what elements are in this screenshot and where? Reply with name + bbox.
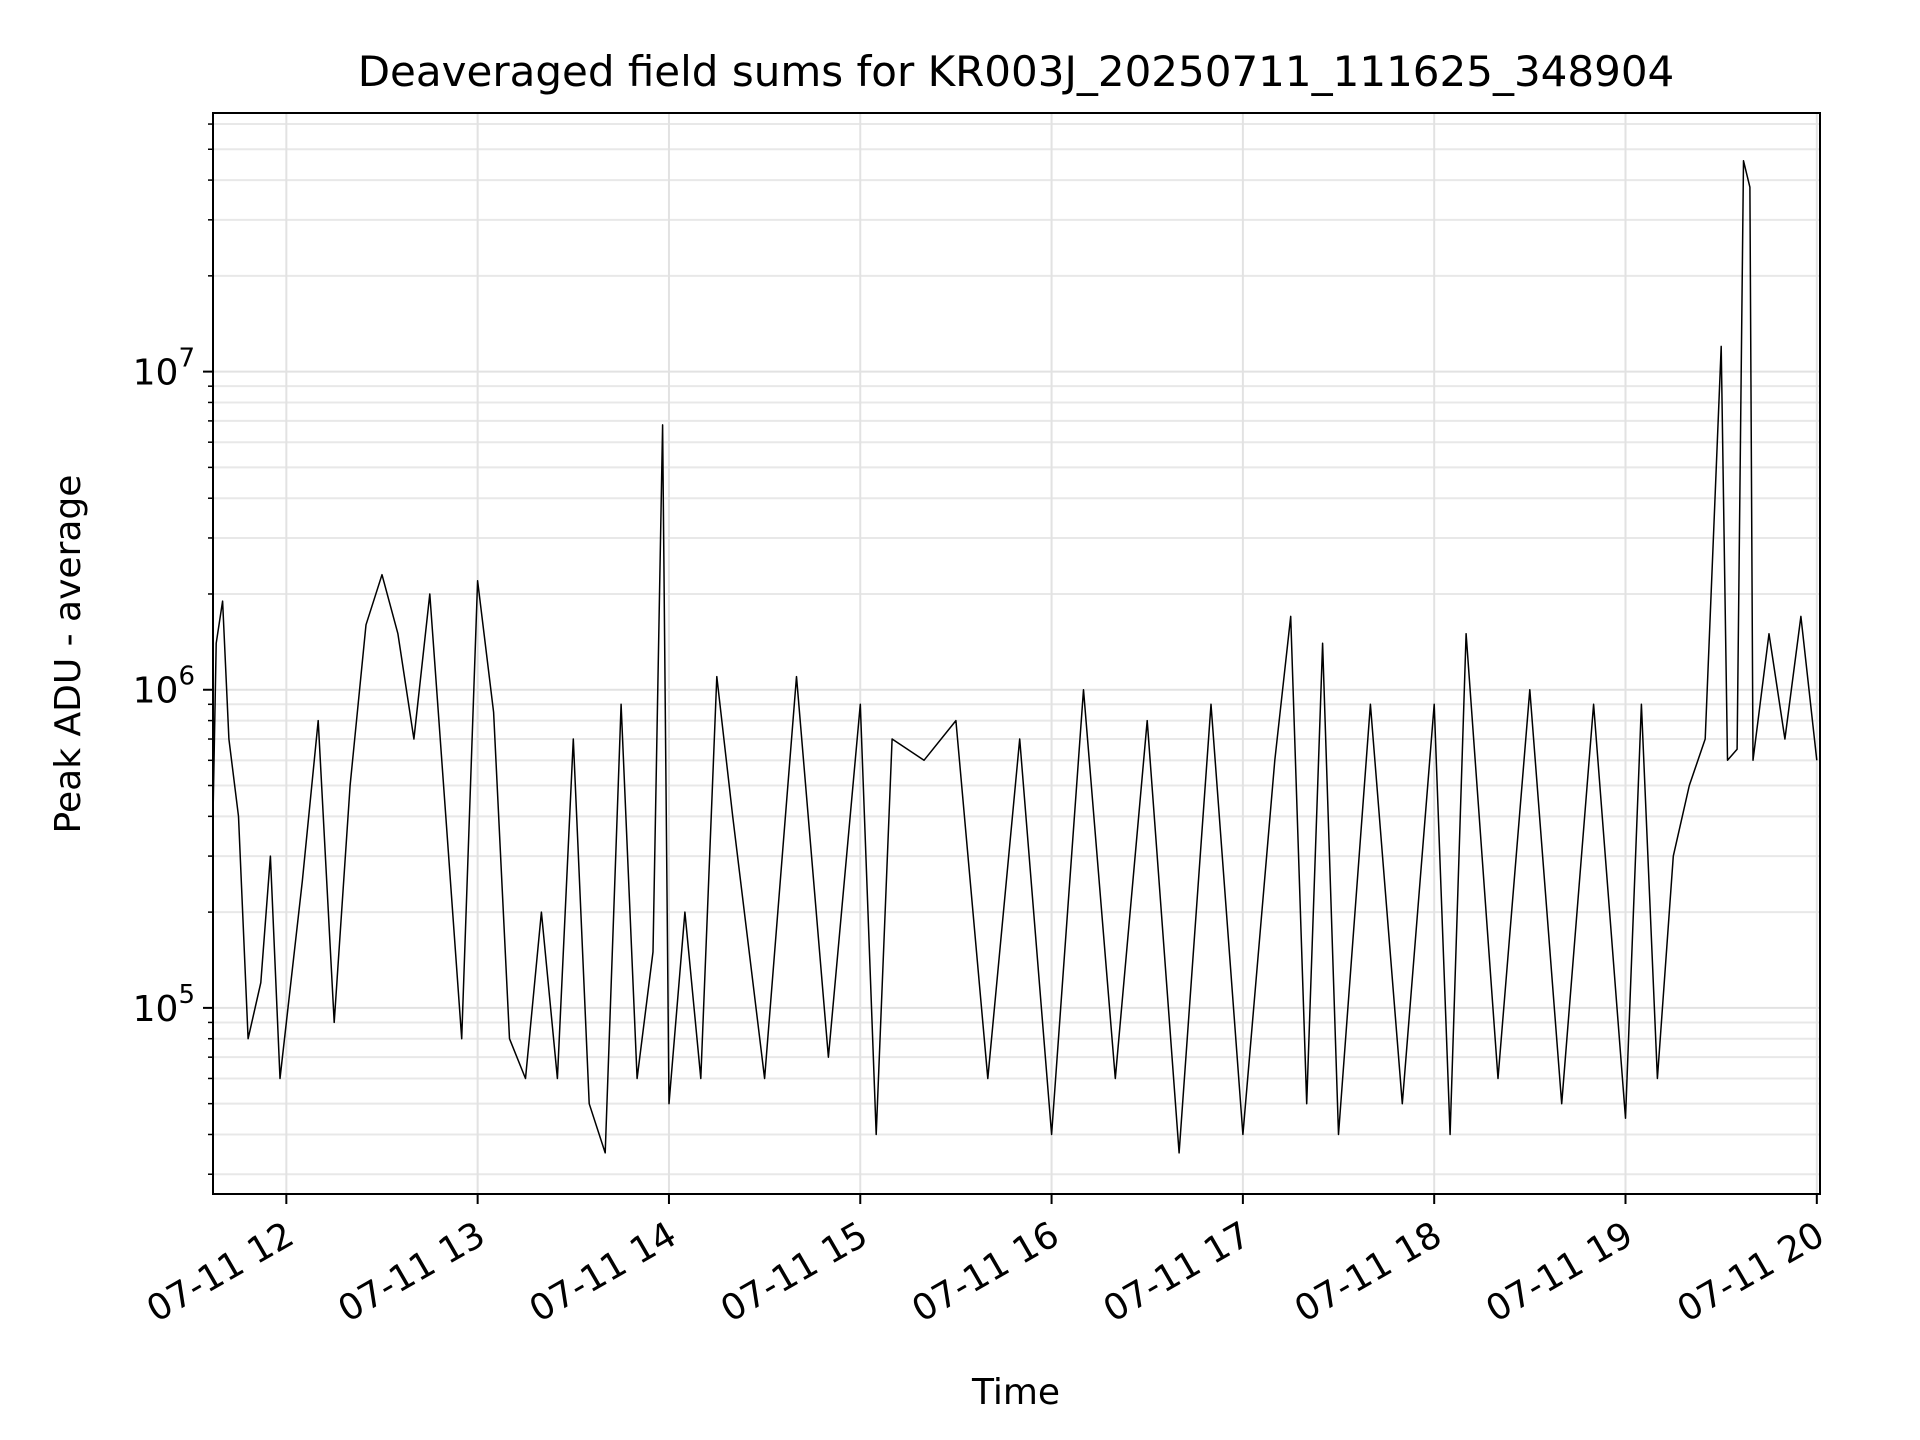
x-tick-label: 07-11 12 — [140, 1214, 301, 1330]
chart-title: Deaveraged field sums for KR003J_2025071… — [358, 47, 1675, 96]
x-tick-label: 07-11 20 — [1671, 1214, 1832, 1330]
series-layer — [212, 160, 1818, 1154]
x-axis-label: Time — [971, 1372, 1060, 1413]
series-line — [212, 160, 1818, 1154]
plot-frame — [212, 112, 1821, 1195]
y-tick-label: 106 — [133, 662, 195, 712]
x-tick-label: 07-11 19 — [1479, 1214, 1640, 1330]
y-tick-label: 107 — [133, 344, 195, 394]
x-tick-label: 07-11 17 — [1097, 1214, 1258, 1330]
y-ticks: 105 106 107 — [133, 123, 213, 1175]
x-tick-label: 07-11 14 — [523, 1214, 684, 1330]
x-tick-label: 07-11 13 — [331, 1214, 492, 1330]
y-tick-label: 105 — [133, 980, 195, 1030]
major-grid — [213, 113, 1820, 1194]
x-tick-label: 07-11 16 — [905, 1214, 1066, 1330]
x-ticks: 07-11 12 07-11 13 07-11 14 07-11 15 07-11 16… — [140, 1194, 1831, 1331]
x-tick-label: 07-11 18 — [1288, 1214, 1449, 1330]
y-axis-label: Peak ADU - average — [48, 475, 89, 834]
minor-grid — [213, 123, 1820, 1176]
x-tick-label: 07-11 15 — [714, 1214, 875, 1330]
